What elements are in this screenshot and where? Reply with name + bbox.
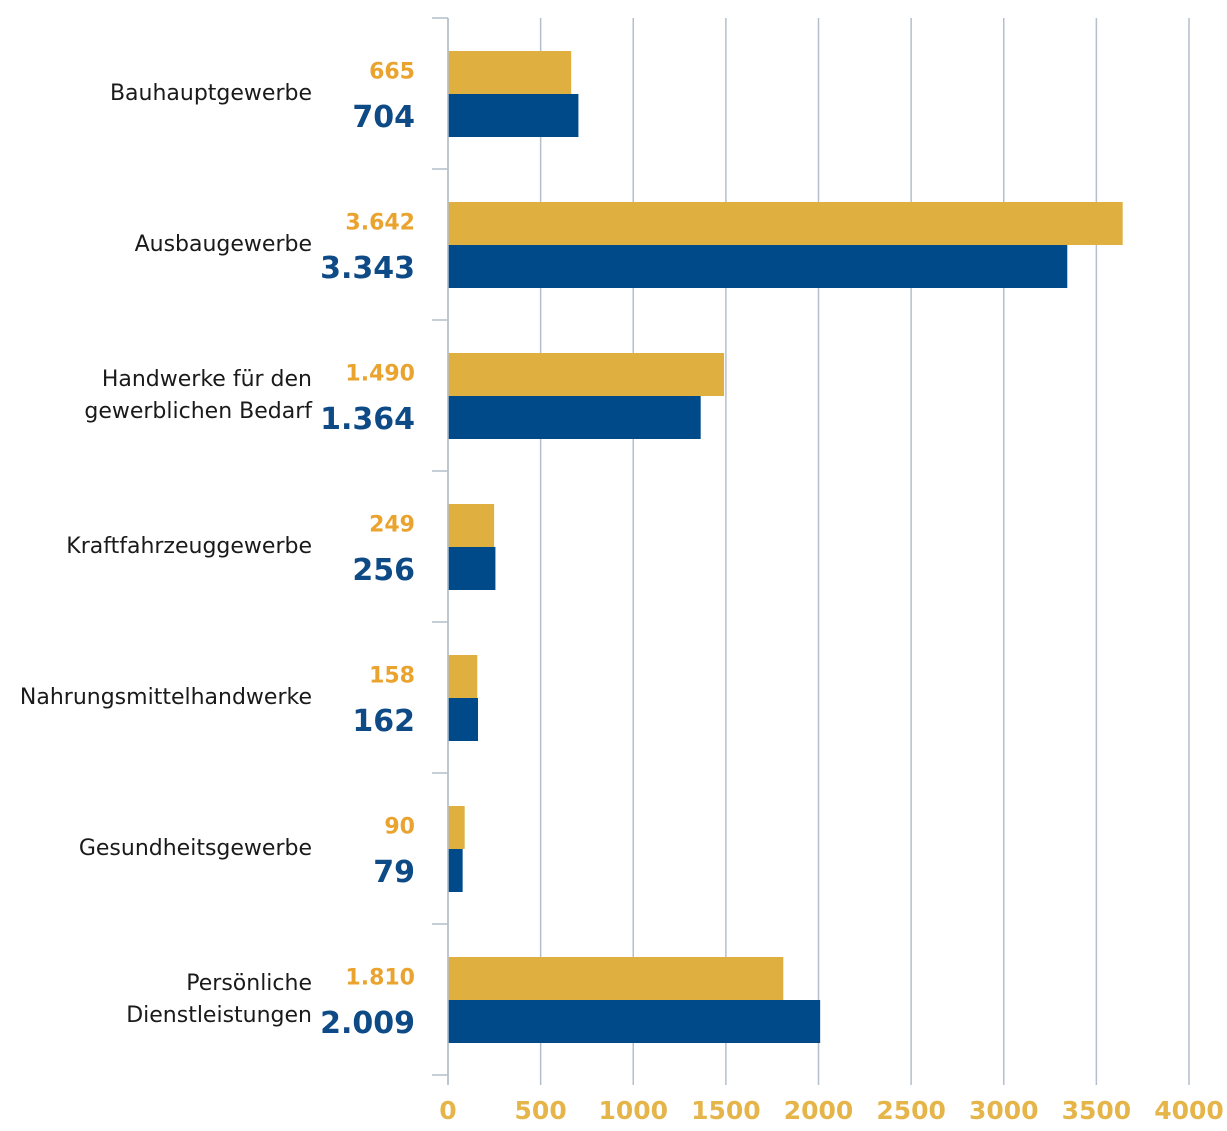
bar	[448, 698, 479, 741]
bar	[448, 202, 1123, 245]
value-label: 90	[384, 815, 415, 840]
bar	[448, 806, 465, 849]
x-tick-label: 3000	[969, 1096, 1039, 1125]
value-label: 79	[373, 855, 415, 890]
bar	[448, 504, 495, 547]
category-label: Kraftfahrzeuggewerbe	[66, 534, 312, 559]
x-tick-label: 2000	[784, 1096, 854, 1125]
x-tick-label: 1000	[598, 1096, 668, 1125]
category-label: Dienstleistungen	[126, 1003, 312, 1028]
bar	[448, 396, 701, 439]
value-label: 3.343	[320, 251, 415, 286]
x-tick-label: 4000	[1154, 1096, 1224, 1125]
value-label: 665	[369, 60, 415, 85]
bar	[448, 353, 725, 396]
category-label: Ausbaugewerbe	[135, 232, 312, 257]
category-label: Bauhauptgewerbe	[110, 81, 312, 106]
bar	[448, 51, 572, 94]
value-label: 704	[352, 100, 415, 135]
value-label: 162	[352, 704, 415, 739]
category-label: Nahrungsmittelhandwerke	[20, 685, 312, 710]
category-label: Gesundheitsgewerbe	[79, 836, 312, 861]
value-label: 2.009	[320, 1006, 415, 1041]
value-label: 158	[369, 664, 415, 689]
x-tick-label: 0	[439, 1096, 456, 1125]
bar	[448, 957, 784, 1000]
x-tick-label: 500	[515, 1096, 567, 1125]
x-tick-label: 1500	[691, 1096, 761, 1125]
x-tick-label: 3500	[1062, 1096, 1132, 1125]
x-tick-label: 2500	[876, 1096, 946, 1125]
category-label: Persönliche	[186, 971, 312, 996]
bar	[448, 94, 579, 137]
value-label: 3.642	[345, 211, 415, 236]
value-label: 1.810	[345, 966, 415, 991]
bar	[448, 245, 1068, 288]
bar	[448, 1000, 821, 1043]
value-label: 1.490	[345, 362, 415, 387]
value-label: 249	[369, 513, 415, 538]
bar	[448, 849, 463, 892]
value-label: 1.364	[320, 402, 415, 437]
category-label: Handwerke für den	[102, 367, 312, 392]
value-label: 256	[352, 553, 415, 588]
bar	[448, 655, 478, 698]
bar	[448, 547, 496, 590]
category-label: gewerblichen Bedarf	[84, 399, 313, 424]
